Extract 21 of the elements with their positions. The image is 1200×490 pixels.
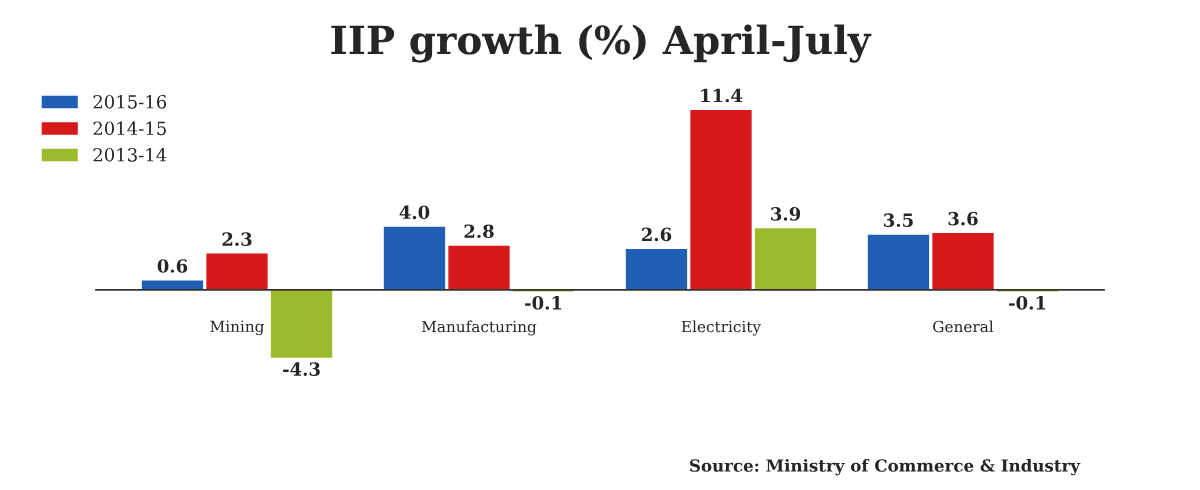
x-tick-label: Manufacturing <box>421 320 537 336</box>
data-label: -0.1 <box>1009 295 1046 310</box>
x-tick-label: Mining <box>210 320 264 336</box>
data-label: 3.5 <box>884 213 913 228</box>
x-tick-label: Electricity <box>681 320 762 336</box>
source-note: Source: Ministry of Commerce & Industry <box>690 458 1081 476</box>
legend-label: 2014-15 <box>93 121 166 136</box>
data-label: 3.6 <box>948 211 978 226</box>
data-label: 0.6 <box>157 259 188 273</box>
data-label: -4.3 <box>283 362 320 376</box>
data-label: -0.1 <box>525 295 562 310</box>
chart-title: IIP growth (%) April-July <box>331 24 872 63</box>
data-label: 3.9 <box>771 207 801 221</box>
data-label: 2.6 <box>641 227 672 242</box>
data-label: 2.8 <box>464 224 494 239</box>
legend-label: 2015-16 <box>93 94 167 109</box>
data-label: 11.4 <box>701 88 743 103</box>
data-label: 2.3 <box>222 232 252 246</box>
data-label: 4.0 <box>399 205 430 220</box>
x-tick-label: General <box>933 320 994 333</box>
legend-label: 2013-14 <box>93 147 167 162</box>
